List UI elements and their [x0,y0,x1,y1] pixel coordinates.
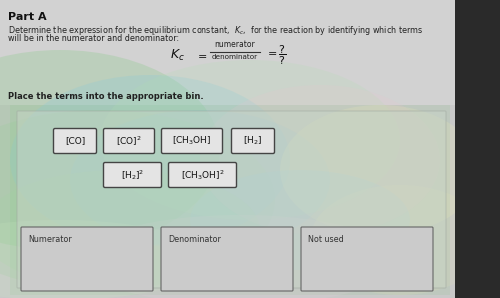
Text: [CO]$^2$: [CO]$^2$ [116,134,142,148]
Text: will be in the numerator and denominator:: will be in the numerator and denominator… [8,34,179,43]
Ellipse shape [0,50,220,250]
Text: [H$_2$]: [H$_2$] [244,135,262,147]
FancyBboxPatch shape [162,128,222,153]
Text: [CH$_3$OH]: [CH$_3$OH] [172,135,212,147]
Ellipse shape [0,170,260,290]
Text: $K_c$: $K_c$ [170,47,185,63]
Ellipse shape [310,185,490,295]
Ellipse shape [190,170,410,270]
Ellipse shape [80,215,400,298]
Ellipse shape [70,110,330,250]
Text: Numerator: Numerator [28,235,72,244]
Ellipse shape [100,60,400,220]
Bar [0,0,456,105]
FancyBboxPatch shape [168,162,236,187]
FancyBboxPatch shape [104,128,154,153]
Text: [CH$_3$OH]$^2$: [CH$_3$OH]$^2$ [180,168,224,182]
Text: $=$: $=$ [195,50,207,60]
FancyBboxPatch shape [301,227,433,291]
FancyBboxPatch shape [21,227,153,291]
FancyBboxPatch shape [104,162,162,187]
FancyBboxPatch shape [54,128,96,153]
Text: [CO]: [CO] [65,136,85,145]
Ellipse shape [0,110,275,290]
Text: Not used: Not used [308,235,344,244]
FancyBboxPatch shape [232,128,274,153]
Text: denominator: denominator [212,54,258,60]
Text: Determine the expression for the equilibrium constant,  $K_c$,  for the reaction: Determine the expression for the equilib… [8,24,423,37]
FancyBboxPatch shape [161,227,293,291]
Text: Place the terms into the appropriate bin.: Place the terms into the appropriate bin… [8,92,203,101]
Ellipse shape [280,105,480,235]
Ellipse shape [10,75,290,245]
Ellipse shape [200,85,440,235]
Text: Denominator: Denominator [168,235,221,244]
Text: $= \dfrac{?}{?}$: $= \dfrac{?}{?}$ [265,43,286,67]
Bar [455,0,500,298]
Text: [H$_2$]$^2$: [H$_2$]$^2$ [121,168,144,182]
Ellipse shape [0,220,210,298]
Text: numerator: numerator [214,40,256,49]
Bar [10,105,450,295]
FancyBboxPatch shape [17,111,446,288]
Text: Part A: Part A [8,12,46,22]
